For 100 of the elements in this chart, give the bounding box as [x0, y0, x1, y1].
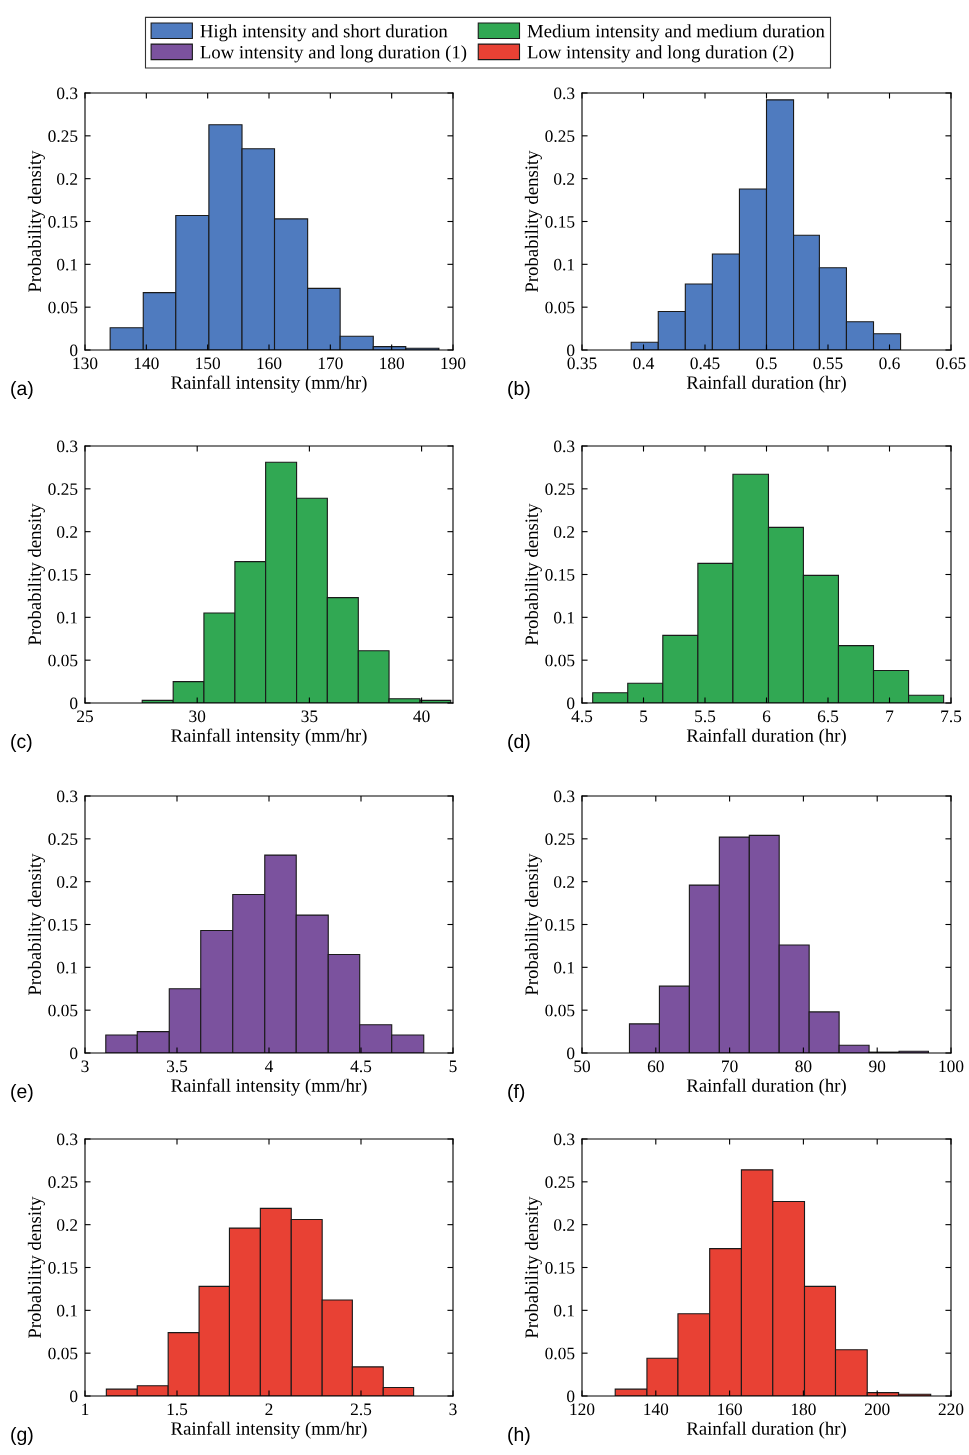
x-tick-label: 180 [380, 357, 405, 370]
text: (d) [508, 733, 530, 753]
x-tick-label: 40 [413, 710, 430, 723]
y-tick-label: 0 [70, 697, 78, 710]
x-tick-label: 6 [762, 710, 771, 723]
y-tick-label: 0 [567, 1047, 575, 1060]
x-tick-label: 190 [441, 357, 466, 370]
x-tick-label: 2 [265, 1403, 273, 1415]
x-tick-label: 7 [886, 710, 894, 722]
x-tick-label: 3 [81, 1060, 89, 1073]
text: (h) [508, 1426, 530, 1446]
y-tick-label: 0 [70, 1047, 78, 1060]
x-tick-label: 3 [449, 1403, 457, 1416]
y-tick-label: 0.2 [57, 1219, 78, 1231]
y-tick-label: 0.1 [57, 1304, 78, 1317]
x-axis-title: Rainfall duration (hr) [686, 1078, 846, 1096]
text: (c) [11, 733, 32, 753]
x-tick-label: 1 [82, 1403, 89, 1415]
legend-label: Low intensity and long duration (1) [200, 45, 467, 63]
text: (f) [508, 1083, 525, 1103]
y-tick-label: 0.25 [48, 483, 78, 496]
y-tick-label: 0.25 [48, 1176, 78, 1189]
y-tick-label: 0.05 [545, 1347, 575, 1360]
y-tick-label: 0.15 [545, 568, 575, 581]
y-tick-label: 0.05 [545, 1004, 575, 1017]
legend-label: High intensity and short duration [200, 24, 448, 42]
x-axis-title: Rainfall duration (hr) [686, 375, 846, 393]
y-tick-label: 0.3 [57, 790, 78, 803]
y-tick-label: 0.15 [545, 918, 575, 931]
x-tick-label: 0.4 [633, 357, 655, 370]
x-tick-label: 130 [73, 357, 98, 370]
y-tick-label: 0 [567, 1390, 575, 1403]
y-tick-label: 0.25 [545, 483, 575, 496]
x-tick-label: 140 [134, 357, 159, 370]
x-axis-title: Rainfall intensity (mm/hr) [171, 1421, 367, 1439]
legend-label: Low intensity and long duration (2) [527, 45, 794, 63]
y-tick-label: 0.05 [545, 301, 575, 314]
x-tick-label: 70 [722, 1060, 738, 1073]
text: (g) [11, 1426, 33, 1446]
x-tick-label: 0.6 [879, 357, 900, 370]
x-axis-title: Rainfall duration (hr) [686, 1421, 846, 1439]
y-tick-label: 0.2 [554, 1219, 575, 1231]
y-tick-label: 0.15 [48, 1261, 78, 1274]
y-tick-label: 0.3 [554, 440, 575, 453]
y-axis-title: Probability density [524, 853, 542, 996]
y-tick-label: 0.05 [48, 654, 78, 667]
y-tick-label: 0.3 [554, 790, 575, 803]
x-tick-label: 90 [869, 1060, 886, 1073]
x-axis-title: Rainfall intensity (mm/hr) [171, 375, 367, 393]
y-tick-label: 0.05 [48, 301, 78, 314]
y-tick-label: 0.3 [554, 1133, 575, 1146]
y-tick-label: 0.2 [57, 173, 78, 185]
y-tick-label: 0.3 [57, 440, 78, 453]
text: (b) [508, 380, 530, 400]
y-tick-label: 0.1 [554, 611, 575, 624]
x-axis-title: Rainfall intensity (mm/hr) [171, 728, 367, 746]
y-tick-label: 0.1 [554, 1304, 575, 1317]
y-axis-title: Probability density [27, 503, 45, 646]
x-tick-label: 160 [257, 357, 282, 370]
y-tick-label: 0.25 [48, 130, 78, 143]
x-tick-label: 0.5 [756, 357, 777, 370]
x-tick-label: 6.5 [817, 710, 839, 723]
y-tick-label: 0.3 [57, 1133, 78, 1146]
y-tick-label: 0 [567, 697, 575, 710]
x-tick-label: 4 [265, 1060, 274, 1072]
y-tick-label: 0.05 [48, 1004, 78, 1017]
x-axis-title: Rainfall intensity (mm/hr) [171, 1078, 367, 1096]
y-tick-label: 0.1 [57, 611, 78, 624]
y-tick-label: 0.15 [48, 918, 78, 931]
y-tick-label: 0 [567, 344, 575, 357]
y-tick-label: 0.05 [545, 654, 575, 667]
y-tick-label: 0 [70, 1390, 78, 1403]
x-tick-label: 140 [644, 1403, 669, 1416]
legend-label: Medium intensity and medium duration [527, 24, 825, 42]
y-tick-label: 0.3 [57, 87, 78, 100]
y-tick-label: 0.15 [48, 568, 78, 581]
y-tick-label: 0.3 [554, 87, 575, 100]
x-tick-label: 150 [196, 357, 221, 370]
y-tick-label: 0.15 [545, 1261, 575, 1274]
y-tick-label: 0.15 [545, 215, 575, 228]
y-tick-label: 0.25 [48, 833, 78, 846]
x-tick-label: 5.5 [695, 710, 716, 723]
x-tick-label: 0.35 [567, 357, 597, 370]
y-tick-label: 0.2 [554, 876, 575, 888]
y-tick-label: 0 [70, 344, 78, 357]
x-tick-label: 5 [449, 1060, 457, 1073]
x-tick-label: 220 [938, 1403, 964, 1416]
x-axis-title: Rainfall duration (hr) [686, 728, 846, 746]
x-tick-label: 200 [864, 1403, 890, 1416]
x-tick-label: 0.45 [690, 357, 720, 370]
y-tick-label: 0.2 [57, 876, 78, 888]
x-tick-label: 120 [570, 1403, 595, 1416]
y-tick-label: 0.25 [545, 1176, 575, 1189]
y-tick-label: 0.2 [554, 173, 575, 185]
x-tick-label: 0.65 [936, 357, 966, 370]
y-axis-title: Probability density [27, 1196, 45, 1339]
y-tick-label: 0.05 [48, 1347, 78, 1360]
y-axis-title: Probability density [524, 1196, 542, 1339]
x-tick-label: 0.55 [813, 357, 843, 370]
text: (a) [11, 380, 33, 400]
